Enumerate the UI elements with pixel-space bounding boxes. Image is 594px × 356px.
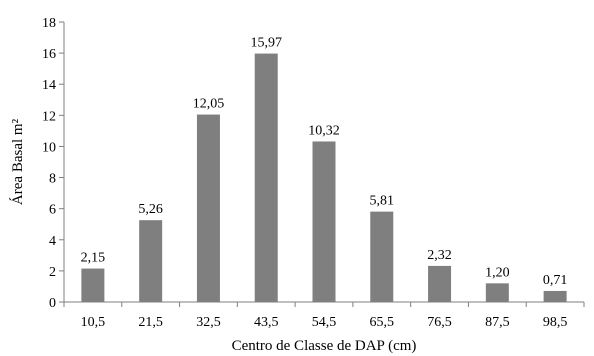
bar-value-label: 0,71 <box>543 273 568 288</box>
x-tick-label: 10,5 <box>81 315 106 330</box>
x-tick-label: 43,5 <box>254 315 279 330</box>
x-tick-label: 21,5 <box>138 315 163 330</box>
bar-value-label: 12,05 <box>193 97 225 112</box>
x-tick-label: 32,5 <box>196 315 221 330</box>
bar-value-label: 5,81 <box>370 194 395 209</box>
y-tick-label: 18 <box>42 16 56 31</box>
bar <box>485 283 509 302</box>
bar <box>428 265 452 302</box>
bar <box>196 114 220 302</box>
bar <box>81 268 105 302</box>
bar-value-label: 10,32 <box>308 123 340 138</box>
x-tick-label: 87,5 <box>485 315 510 330</box>
x-tick-label: 98,5 <box>543 315 568 330</box>
y-tick-label: 0 <box>49 296 56 311</box>
data-labels: 2,15 5,26 12,05 15,97 10,32 5,81 2,32 1,20 0,71 <box>81 36 568 288</box>
y-tick-label: 2 <box>49 265 56 280</box>
y-axis-title: Área Basal m² <box>9 118 26 205</box>
bars <box>81 53 567 303</box>
y-tick-label: 12 <box>42 109 56 124</box>
bar <box>139 220 163 302</box>
y-tick-label: 6 <box>49 203 56 218</box>
x-tick-label: 76,5 <box>427 315 452 330</box>
y-axis-ticks: 0 2 4 6 8 10 12 14 16 18 <box>42 16 64 311</box>
x-tick-label: 65,5 <box>370 315 395 330</box>
x-axis-ticks: 10,5 21,5 32,5 43,5 54,5 65,5 76,5 87,5 98,5 <box>63 302 585 330</box>
y-tick-label: 10 <box>42 140 56 155</box>
bar-value-label: 2,32 <box>427 248 452 263</box>
y-tick-label: 14 <box>42 78 56 93</box>
x-axis-title: Centro de Classe de DAP (cm) <box>232 338 417 354</box>
bar <box>370 211 394 302</box>
bar <box>543 290 567 302</box>
bar <box>312 141 336 302</box>
y-tick-label: 4 <box>49 234 56 249</box>
y-tick-label: 8 <box>49 172 56 187</box>
bar-value-label: 5,26 <box>138 202 163 217</box>
bar-value-label: 1,20 <box>485 265 510 280</box>
y-tick-label: 16 <box>42 47 56 62</box>
bar-value-label: 2,15 <box>81 251 106 266</box>
bar <box>254 53 278 303</box>
bar-value-label: 15,97 <box>250 36 282 51</box>
x-tick-label: 54,5 <box>312 315 337 330</box>
